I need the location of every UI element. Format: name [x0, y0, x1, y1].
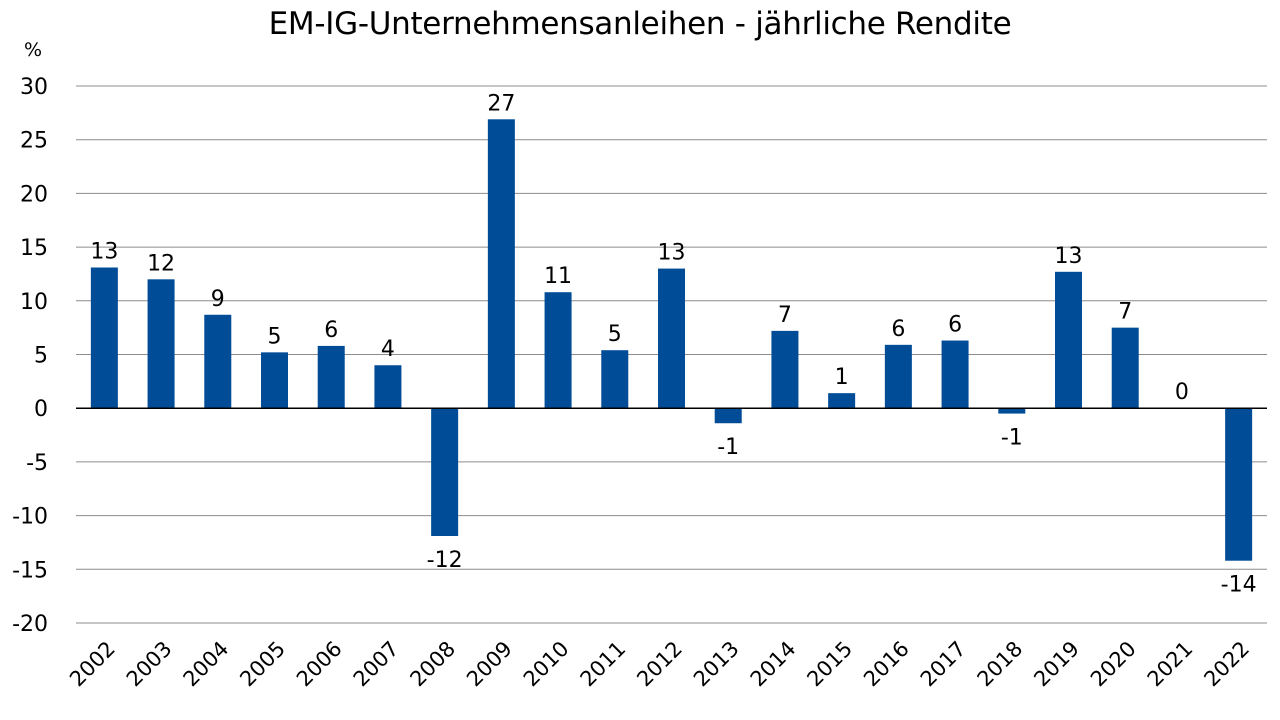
chart-title: EM-IG-Unternehmensanleihen - jährliche R… [268, 6, 1012, 42]
y-axis-unit-label: % [24, 39, 42, 61]
x-tick-label: 2002 [65, 637, 120, 692]
x-tick-label: 2010 [519, 637, 574, 692]
bar-2013 [714, 408, 742, 424]
x-tick-label: 2009 [462, 637, 517, 692]
bar-2004 [204, 314, 232, 409]
bar-2008 [431, 408, 459, 537]
y-tick-label: -15 [12, 558, 48, 583]
bar-2016 [884, 344, 912, 409]
x-tick-label: 2015 [802, 637, 857, 692]
y-tick-label: 0 [34, 397, 48, 422]
bar-2006 [317, 345, 345, 409]
x-tick-label: 2022 [1199, 637, 1254, 692]
x-tick-label: 2016 [859, 637, 914, 692]
bar-2007 [374, 365, 402, 409]
bar-2012 [658, 268, 685, 409]
bar-2002 [90, 267, 118, 409]
x-tick-label: 2021 [1143, 637, 1198, 692]
y-tick-label: -10 [12, 505, 48, 530]
data-label-2007: 4 [381, 337, 395, 362]
data-label-2009: 27 [487, 91, 515, 116]
bar-2018 [998, 408, 1026, 414]
bar-2003 [147, 279, 175, 409]
data-label-2003: 12 [147, 251, 175, 276]
bar-2015 [828, 393, 856, 409]
data-label-2014: 7 [778, 303, 792, 328]
y-tick-label: 20 [20, 182, 48, 207]
y-tick-label: 10 [20, 290, 48, 315]
bar-2011 [601, 350, 629, 409]
data-label-2020: 7 [1118, 300, 1132, 325]
data-label-2017: 6 [948, 313, 962, 338]
bar-2005 [261, 352, 288, 409]
x-tick-label: 2005 [235, 637, 290, 692]
y-tick-label: 5 [34, 344, 48, 369]
y-tick-label: -5 [26, 451, 48, 476]
bar-2010 [544, 292, 572, 409]
bar-layer [90, 119, 1253, 561]
data-label-2006: 6 [324, 318, 338, 343]
data-label-2011: 5 [608, 322, 622, 347]
x-tick-label: 2004 [179, 637, 234, 692]
data-label-2022: -14 [1221, 573, 1257, 598]
bar-2019 [1055, 271, 1082, 409]
x-tick-label: 2008 [405, 637, 460, 692]
data-label-2002: 13 [90, 240, 118, 265]
x-tick-label: 2013 [689, 637, 744, 692]
data-label-layer: 13 12 9 5 6 4 -12 27 11 5 13 -1 7 1 6 6 -1 13 7 0 -14 [90, 91, 1256, 597]
x-tick-label: 2017 [916, 637, 971, 692]
bar-2022 [1225, 408, 1253, 561]
x-tick-label: 2012 [632, 637, 687, 692]
bar-2020 [1111, 327, 1139, 409]
x-tick-label: 2007 [349, 637, 404, 692]
y-tick-label: 15 [20, 236, 48, 261]
x-tick-label: 2011 [576, 637, 631, 692]
data-label-2004: 9 [211, 287, 225, 312]
data-label-2019: 13 [1055, 244, 1083, 269]
category-labels: 2002 2003 2004 2005 2006 2007 2008 2009 2010 2011… [65, 637, 1254, 692]
x-tick-label: 2006 [292, 637, 347, 692]
x-tick-label: 2019 [1029, 637, 1084, 692]
data-label-2008: -12 [427, 548, 463, 573]
bar-2014 [771, 330, 799, 409]
data-label-2021: 0 [1175, 380, 1189, 405]
x-tick-label: 2018 [973, 637, 1028, 692]
data-label-2005: 5 [268, 324, 282, 349]
x-tick-label: 2014 [746, 637, 801, 692]
data-label-2012: 13 [658, 241, 686, 266]
bar-2017 [941, 340, 969, 409]
y-tick-label: 25 [20, 129, 48, 154]
y-tick-label: -20 [12, 612, 48, 637]
x-tick-label: 2003 [122, 637, 177, 692]
bar-2009 [487, 119, 515, 409]
x-tick-label: 2020 [1086, 637, 1141, 692]
y-tick-labels: 30 25 20 15 10 5 0 -5 -10 -15 -20 [12, 75, 48, 637]
data-label-2013: -1 [717, 435, 739, 460]
data-label-2010: 11 [544, 264, 572, 289]
data-label-2016: 6 [891, 317, 905, 342]
y-tick-label: 30 [20, 75, 48, 100]
data-label-2015: 1 [835, 365, 849, 390]
data-label-2018: -1 [1001, 426, 1023, 451]
